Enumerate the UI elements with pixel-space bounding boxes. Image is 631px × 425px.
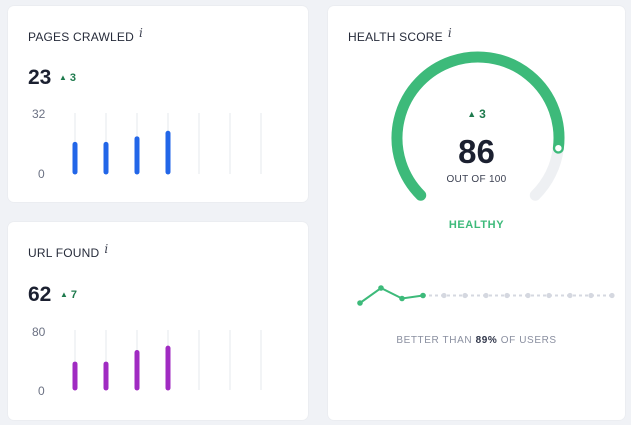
pages-crawled-title-text: PAGES CRAWLED [28,30,134,44]
health-status-label: HEALTHY [448,219,505,231]
health-score-delta-value: 3 [479,107,486,121]
arrow-up-icon: ▲ [60,290,68,299]
trend-pending-point [483,292,489,299]
url-found-card: URL FOUND i 62 ▲ 7 80 0 [8,222,308,420]
y-axis-max-label: 32 [32,107,46,121]
url-found-delta-value: 7 [70,289,78,301]
trend-pending-point [525,292,531,299]
trend-point [420,292,426,299]
trend-point [378,285,384,291]
trend-pending-point [462,292,468,299]
y-axis-min-label: 0 [38,384,45,398]
trend-line [359,286,424,304]
trend-pending-point [504,292,510,299]
comparison-text: BETTER THAN 89% OF USERS [328,335,625,346]
pages-crawled-bar-chart [72,113,262,175]
comparison-prefix: BETTER THAN [396,335,476,346]
arrow-up-icon: ▲ [59,73,67,82]
health-score-card: HEALTH SCORE i ▲ 3 86 OUT OF 100 HEALTHY B… [328,6,625,420]
trend-pending-point [609,292,615,299]
trend-pending-point [567,292,573,299]
trend-pending-point [441,292,447,299]
health-score-title-text: HEALTH SCORE [348,30,443,44]
health-score-title: HEALTH SCORE i [348,26,452,44]
url-found-title: URL FOUND i [28,242,108,260]
trend-point [357,300,363,306]
health-score-gauge [391,51,565,201]
trend-point [399,295,405,302]
trend-pending-point [588,292,594,299]
y-axis-max-label: 80 [32,325,46,339]
pages-crawled-card: PAGES CRAWLED i 23 ▲ 3 32 0 [8,6,308,202]
health-score-delta: ▲ 3 [328,107,625,121]
info-icon[interactable]: i [104,242,109,256]
pages-crawled-value: 23 [28,66,52,89]
url-found-delta: ▲ 7 [60,289,77,301]
pages-crawled-delta: ▲ 3 [59,72,76,84]
url-found-bar-chart [72,330,262,391]
arrow-up-icon: ▲ [467,109,477,119]
health-score-max-text: OUT OF 100 [446,174,507,185]
url-found-value: 62 [28,283,52,306]
comparison-suffix: OF USERS [497,335,557,346]
health-score-value: 86 [458,133,495,170]
y-axis-min-label: 0 [38,167,45,181]
pages-crawled-title: PAGES CRAWLED i [28,26,143,44]
info-icon[interactable]: i [447,26,452,40]
gauge-fill [391,51,565,201]
trend-pending-point [546,292,552,299]
gauge-knob [555,144,562,152]
health-trend-sparkline [357,285,615,306]
info-icon[interactable]: i [138,26,144,40]
url-found-title-text: URL FOUND [28,246,100,260]
comparison-value: 89% [475,335,498,346]
pages-crawled-delta-value: 3 [69,72,77,84]
